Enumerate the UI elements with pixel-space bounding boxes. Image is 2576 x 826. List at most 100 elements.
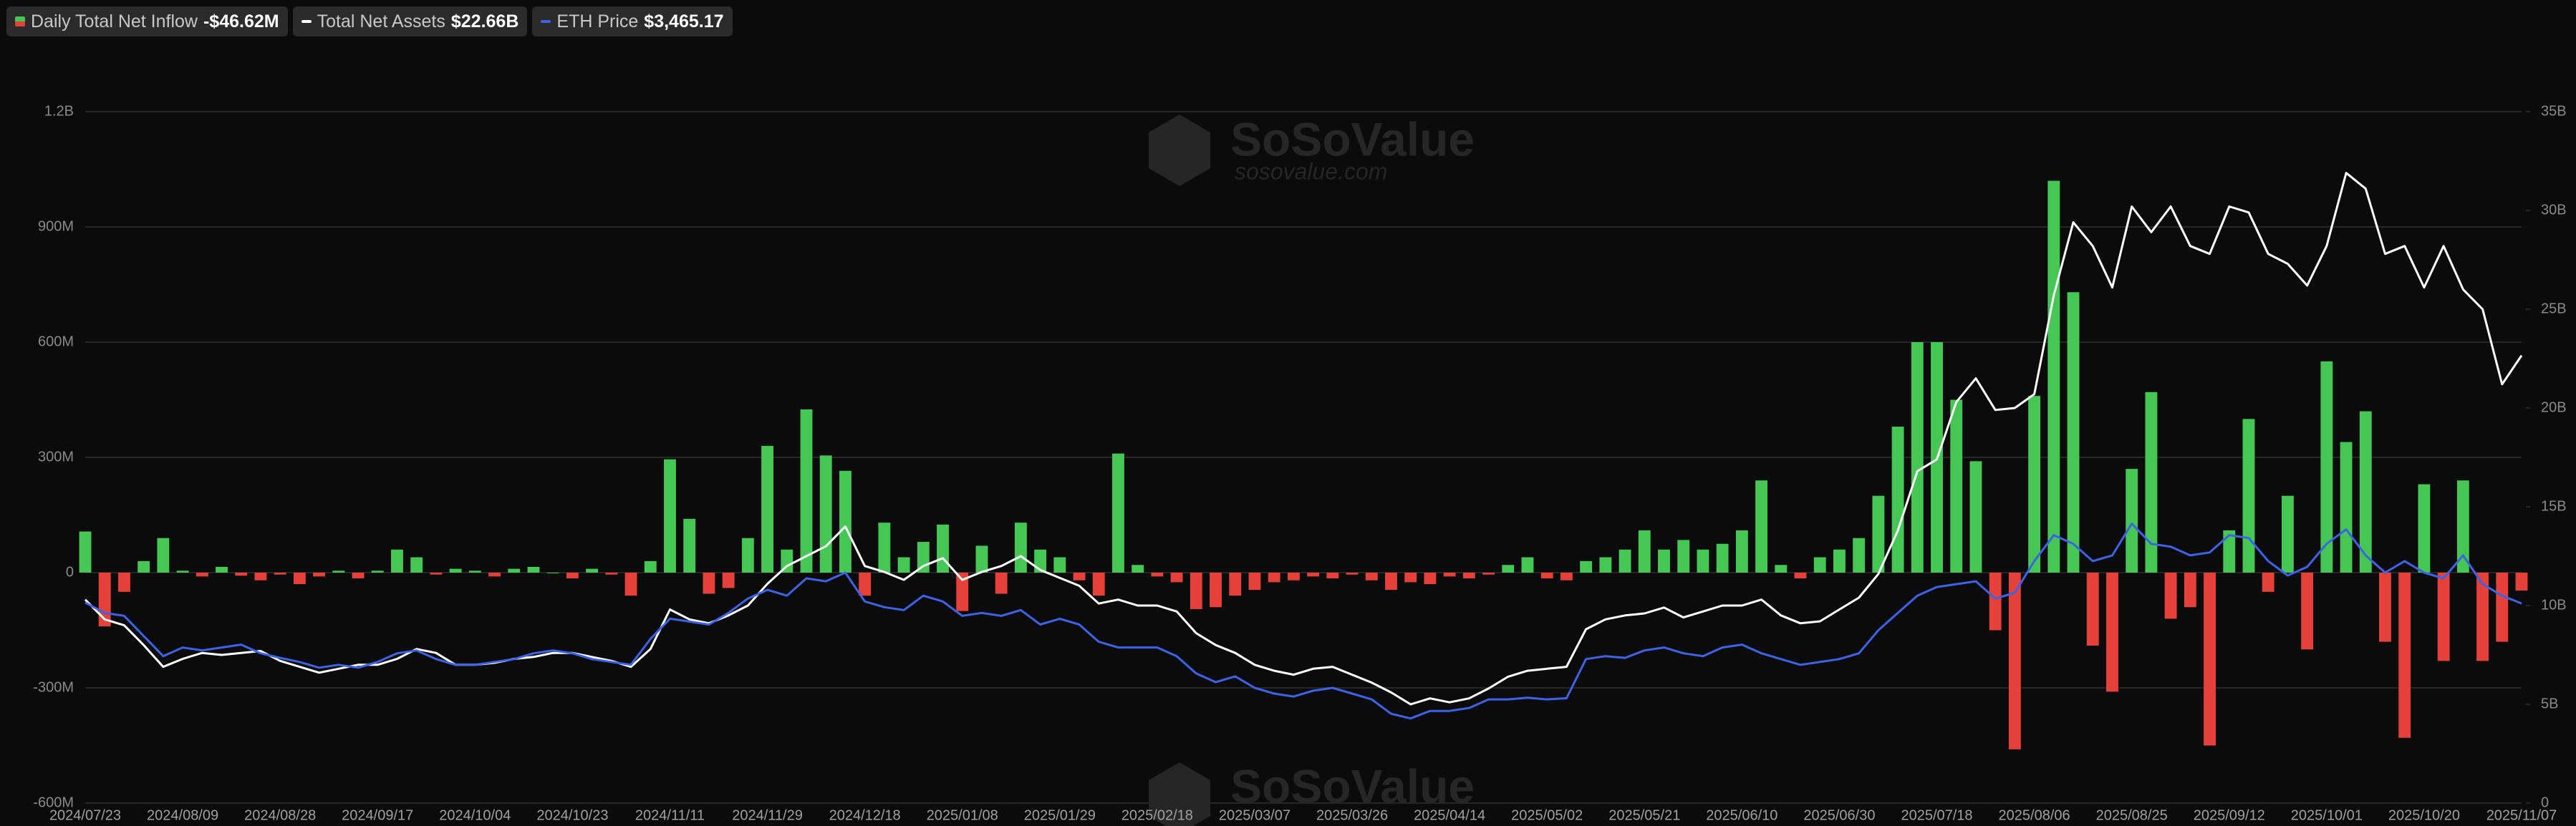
bar: [1326, 573, 1339, 579]
bar: [2262, 573, 2274, 592]
bar: [1307, 573, 1320, 577]
bar: [1638, 530, 1651, 573]
bar: [352, 573, 365, 579]
bar: [761, 445, 773, 573]
watermark-text: SoSoValue: [1230, 112, 1475, 165]
x-tick-label: 2025/02/18: [1121, 807, 1193, 823]
bar: [1872, 495, 1885, 573]
bar: [566, 573, 579, 579]
bar: [2281, 495, 2294, 573]
bar: [1833, 549, 1846, 573]
bar: [995, 573, 1008, 594]
bar: [1560, 573, 1573, 580]
line: [85, 523, 2522, 720]
x-tick-label: 2024/09/17: [342, 807, 413, 823]
x-tick-label: 2025/10/20: [2388, 807, 2460, 823]
y-tick-label: -600M: [33, 795, 74, 810]
legend-swatch: [15, 16, 25, 26]
bar: [644, 560, 657, 573]
legend-item: ETH Price $3,465.17: [532, 6, 733, 37]
legend-value: $3,465.17: [644, 11, 724, 31]
bar: [1073, 573, 1086, 580]
bar: [2496, 573, 2509, 642]
bar: [1813, 557, 1826, 573]
y2-tick-label: 20B: [2541, 399, 2567, 415]
bar: [1755, 480, 1768, 573]
bar: [839, 470, 852, 573]
bar: [1697, 549, 1709, 573]
bar: [2437, 573, 2450, 661]
bar: [1170, 573, 1183, 583]
bar: [117, 573, 130, 592]
bar: [1482, 573, 1495, 575]
bar: [1190, 573, 1202, 609]
y-tick-label: 900M: [38, 218, 74, 234]
watermark-text: SoSoValue: [1230, 759, 1475, 812]
bar: [2184, 573, 2196, 608]
bar: [138, 560, 150, 573]
bar: [722, 573, 735, 588]
bar: [937, 524, 949, 573]
bar: [1521, 557, 1534, 573]
bar: [176, 570, 189, 573]
y2-tick-label: 25B: [2541, 301, 2567, 316]
bar: [2379, 573, 2391, 642]
bar: [196, 573, 208, 577]
x-tick-label: 2025/08/06: [1999, 807, 2070, 823]
bar: [1053, 557, 1066, 573]
y2-tick-label: 0: [2541, 795, 2549, 810]
bar: [1210, 573, 1222, 608]
y2-tick-label: 5B: [2541, 696, 2558, 711]
bar: [897, 557, 910, 573]
bar: [1950, 399, 1963, 573]
bar: [664, 459, 676, 573]
bar: [624, 573, 637, 596]
bar: [1969, 461, 1982, 573]
y2-tick-label: 15B: [2541, 498, 2567, 514]
bar: [1229, 573, 1242, 596]
bar: [1989, 573, 2002, 631]
bar: [975, 545, 988, 573]
y2-tick-label: 30B: [2541, 202, 2567, 218]
bar: [332, 570, 345, 573]
legend-value: $22.66B: [450, 11, 519, 31]
legend-name: Daily Total Net Inflow: [31, 11, 198, 31]
bar: [1775, 565, 1788, 573]
y-tick-label: 1.2B: [44, 103, 74, 119]
x-tick-label: 2025/08/25: [2096, 807, 2168, 823]
bar: [741, 538, 754, 573]
legend: Daily Total Net Inflow -$46.62M Total Net …: [6, 6, 733, 37]
bar: [859, 573, 872, 596]
bar: [488, 573, 501, 577]
bar: [371, 570, 384, 573]
bar: [2047, 180, 2060, 573]
x-tick-label: 2025/05/21: [1608, 807, 1680, 823]
bar: [2242, 419, 2255, 573]
bar: [2028, 396, 2041, 573]
x-tick-label: 2025/03/26: [1316, 807, 1388, 823]
y2-tick-label: 10B: [2541, 597, 2567, 613]
bar: [2106, 573, 2118, 692]
bar: [1677, 540, 1690, 573]
x-tick-label: 2025/04/14: [1414, 807, 1485, 823]
y-tick-label: 0: [66, 564, 74, 580]
bar: [79, 531, 92, 573]
legend-name: Total Net Assets: [317, 11, 445, 31]
bar: [1443, 573, 1456, 577]
bar: [410, 557, 423, 573]
bar: [2145, 392, 2158, 573]
bar: [216, 566, 228, 573]
bar: [449, 568, 462, 573]
bar: [2340, 442, 2353, 573]
x-tick-label: 2024/12/18: [829, 807, 901, 823]
bar: [2126, 469, 2138, 573]
bar: [2398, 573, 2411, 738]
bar: [819, 455, 832, 573]
bar: [956, 573, 969, 611]
bar: [2476, 573, 2489, 661]
x-tick-label: 2025/10/01: [2291, 807, 2363, 823]
bar: [781, 549, 793, 573]
bar: [1735, 530, 1748, 573]
legend-swatch: [541, 20, 551, 23]
bar: [2515, 573, 2528, 591]
